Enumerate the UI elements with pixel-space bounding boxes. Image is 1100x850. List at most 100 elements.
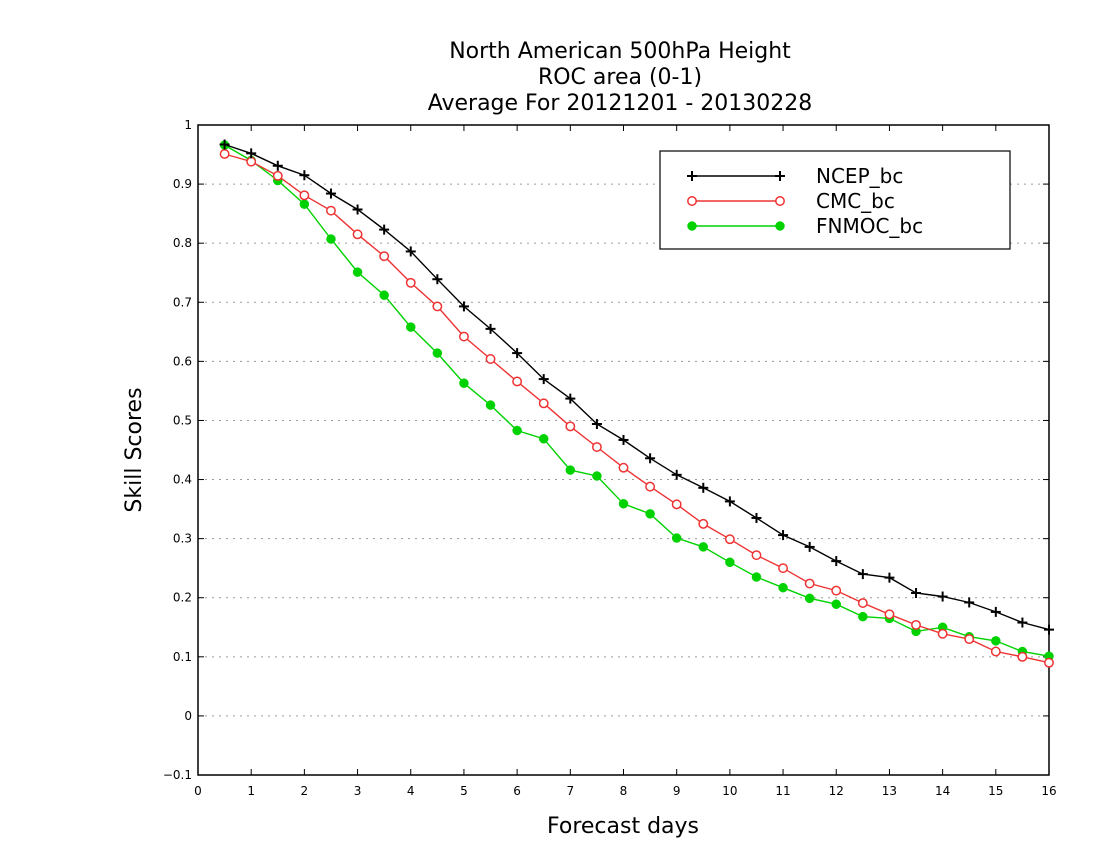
legend-item: FNMOC_bc (687, 214, 923, 238)
x-tick-label: 13 (882, 784, 897, 798)
data-point (538, 434, 549, 444)
legend-box (659, 150, 1011, 250)
data-point (512, 348, 523, 359)
data-point (219, 139, 230, 150)
data-point (751, 572, 762, 582)
data-point (326, 234, 336, 244)
data-point (645, 509, 655, 519)
data-point (565, 421, 576, 432)
data-point (778, 563, 789, 574)
data-point (645, 481, 656, 492)
data-point (432, 301, 443, 312)
data-point (671, 499, 682, 510)
data-point (724, 496, 735, 507)
data-point (379, 251, 390, 262)
y-tick-label: 0.4 (173, 473, 192, 487)
y-tick-label: 0 (184, 709, 192, 723)
data-point (724, 534, 735, 545)
legend-label: CMC_bc (816, 189, 895, 213)
data-point (884, 572, 895, 583)
x-tick-label: 9 (673, 784, 681, 798)
data-point (751, 512, 762, 523)
data-point (778, 530, 789, 541)
data-point (459, 378, 469, 388)
data-point (937, 591, 948, 602)
data-point (775, 171, 785, 181)
data-point (725, 557, 735, 568)
title-line: ROC area (0-1) (538, 65, 702, 90)
data-point (964, 597, 975, 608)
y-tick-label: 0.8 (173, 236, 192, 250)
x-tick-label: 3 (354, 784, 362, 798)
series-line (224, 144, 1050, 657)
data-point (592, 471, 602, 481)
x-tick-label: 15 (988, 784, 1003, 798)
data-point (775, 221, 785, 231)
series-ncep-bc (219, 139, 1054, 635)
y-tick-label: 0.9 (173, 177, 192, 191)
data-point (990, 646, 1001, 657)
data-point (246, 156, 257, 167)
data-point (405, 277, 416, 288)
title-line: Average For 20121201 - 20130228 (428, 91, 813, 116)
data-point (405, 246, 416, 257)
data-point (352, 267, 363, 277)
grid (198, 183, 1049, 717)
data-point (352, 204, 363, 215)
data-point (698, 482, 709, 493)
x-tick-label: 6 (513, 784, 521, 798)
data-point (1044, 624, 1054, 635)
data-point (272, 160, 283, 171)
x-tick-label: 1 (247, 784, 255, 798)
data-point (219, 149, 230, 159)
y-tick-label: −0.1 (163, 768, 192, 782)
x-tick-label: 10 (722, 784, 737, 798)
x-tick-label: 12 (829, 784, 844, 798)
y-axis-label: Skill Scores (122, 387, 147, 512)
data-point (687, 171, 697, 181)
x-tick-label: 11 (775, 784, 790, 798)
x-axis-label: Forecast days (547, 814, 699, 839)
data-point (645, 453, 656, 464)
data-point (458, 331, 469, 342)
x-axis: 0 1 2 3 4 5 6 7 8 9 10 11 12 13 14 15 16 (194, 125, 1057, 798)
data-point (299, 190, 310, 201)
data-point (911, 619, 921, 630)
data-point (857, 598, 868, 608)
series-fnmoc-bc (219, 140, 1054, 661)
data-point (687, 196, 697, 206)
data-point (618, 462, 629, 473)
data-point (964, 634, 975, 645)
data-point (565, 393, 576, 404)
data-point (671, 469, 682, 480)
x-tick-label: 14 (935, 784, 950, 798)
data-point (458, 301, 469, 312)
x-tick-label: 5 (460, 784, 468, 798)
data-point (591, 419, 602, 429)
data-point (778, 582, 788, 593)
data-point (565, 465, 576, 475)
data-point (831, 556, 842, 567)
data-point (831, 585, 842, 596)
data-point (1017, 651, 1028, 662)
data-point (831, 599, 841, 609)
data-point (485, 400, 496, 410)
series-cmc-bc (219, 149, 1054, 668)
data-point (246, 148, 257, 159)
data-point (775, 196, 785, 206)
data-point (406, 322, 416, 332)
data-point (858, 611, 868, 622)
data-point (379, 224, 390, 235)
data-point (326, 205, 336, 216)
data-point (857, 569, 868, 580)
data-point (1017, 617, 1028, 628)
x-tick-label: 0 (194, 784, 202, 798)
data-point (325, 188, 336, 199)
data-point (432, 348, 443, 358)
data-point (538, 374, 549, 385)
data-point (538, 398, 549, 409)
data-point (618, 499, 629, 509)
